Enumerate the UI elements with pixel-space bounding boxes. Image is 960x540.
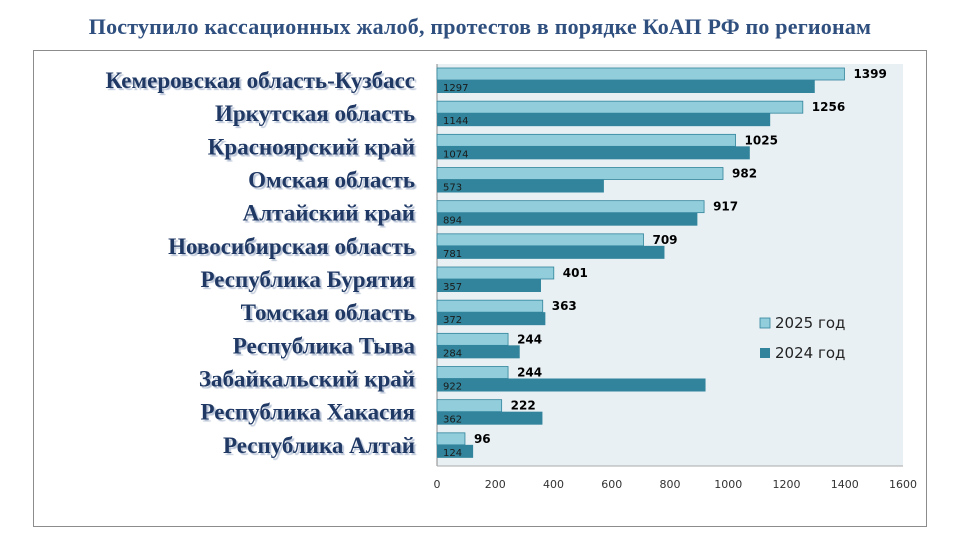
legend-label: 2024 год <box>775 344 845 362</box>
data-label-2024: 284 <box>443 348 462 359</box>
data-label-2024: 922 <box>443 382 462 393</box>
bar-2025 <box>436 67 845 81</box>
legend-swatch <box>760 348 770 358</box>
data-label-2025: 1399 <box>853 67 886 81</box>
x-tick-label: 800 <box>660 478 681 491</box>
data-label-2024: 372 <box>443 315 462 326</box>
category-label: Кемеровская область-Кузбасс <box>105 68 415 93</box>
data-label-2025: 1256 <box>812 100 845 114</box>
data-label-2025: 222 <box>511 399 536 413</box>
legend-swatch <box>759 317 771 329</box>
data-label-2025: 709 <box>652 233 677 247</box>
bar-2025 <box>436 432 466 446</box>
data-label-2025: 982 <box>732 167 757 181</box>
data-label-2024: 1297 <box>443 83 468 94</box>
data-label-2024: 894 <box>443 216 462 227</box>
chart-title: Поступило кассационных жалоб, протестов … <box>88 14 872 39</box>
bar-2025 <box>436 100 804 114</box>
bar-2024 <box>437 444 474 458</box>
bar-2024 <box>437 378 706 392</box>
x-tick-label: 1400 <box>831 478 859 491</box>
bar-2024 <box>437 411 543 425</box>
bar-2024 <box>437 279 541 292</box>
bar-2025 <box>436 133 736 147</box>
data-label-2024: 781 <box>443 249 462 260</box>
category-label: Красноярский край <box>208 134 415 159</box>
bar-2025 <box>436 266 555 280</box>
category-label: Республика Бурятия <box>201 267 416 292</box>
bar-2025 <box>436 332 509 346</box>
bar-2025 <box>436 200 705 214</box>
data-label-2024: 573 <box>443 183 462 194</box>
category-label: Томская область <box>241 300 415 325</box>
category-label: Республика Тыва <box>233 333 416 358</box>
bar-2024 <box>437 146 750 160</box>
bar-2024 <box>437 212 698 226</box>
data-label-2024: 1144 <box>443 116 468 127</box>
category-label: Республика Алтай <box>223 433 415 458</box>
data-label-2024: 124 <box>443 448 462 459</box>
category-label: Новосибирская область <box>168 234 415 259</box>
data-label-2025: 401 <box>563 266 588 280</box>
bar-2024 <box>437 80 815 93</box>
data-label-2024: 362 <box>443 415 462 426</box>
x-tick-label: 0 <box>434 478 441 491</box>
data-label-2024: 1074 <box>443 149 468 160</box>
data-label-2025: 244 <box>517 332 542 346</box>
category-label: Республика Хакасия <box>200 400 415 425</box>
bar-2024 <box>437 179 604 193</box>
bar-2025 <box>436 299 544 313</box>
x-tick-label: 200 <box>485 478 506 491</box>
category-label: Иркутская область <box>215 101 415 126</box>
bar-2025 <box>436 366 509 379</box>
x-tick-label: 1600 <box>889 478 917 491</box>
data-label-2025: 917 <box>713 200 738 214</box>
bar-2025 <box>436 167 724 180</box>
x-tick-label: 400 <box>543 478 564 491</box>
data-label-2024: 357 <box>443 282 462 293</box>
bar-2024 <box>437 245 665 259</box>
category-label: Забайкальский край <box>199 367 415 392</box>
bar-2024 <box>437 345 520 359</box>
data-label-2025: 96 <box>474 432 491 446</box>
bar-2024 <box>437 312 546 326</box>
chart-frame <box>33 50 927 527</box>
x-tick-label: 1200 <box>773 478 801 491</box>
bar-2025 <box>436 233 644 247</box>
plot-area <box>437 64 903 466</box>
category-label: Омская область <box>248 168 415 193</box>
bar-2024 <box>437 113 771 127</box>
x-tick-label: 600 <box>601 478 622 491</box>
x-tick-label: 1000 <box>714 478 742 491</box>
data-label-2025: 1025 <box>745 133 778 147</box>
bar-2025 <box>436 399 503 413</box>
category-label: Алтайский край <box>243 201 415 226</box>
legend-label: 2025 год <box>775 314 845 332</box>
data-label-2025: 244 <box>517 366 542 380</box>
data-label-2025: 363 <box>552 299 577 313</box>
